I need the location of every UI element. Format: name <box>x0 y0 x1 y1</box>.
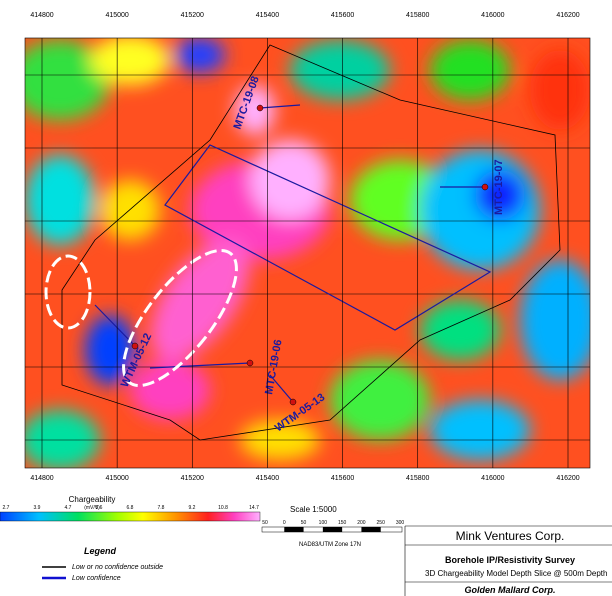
model-block <box>164 144 492 331</box>
legend-item: Low confidence <box>72 575 121 582</box>
scale-label: 300 <box>396 520 405 526</box>
colorbar-label: 2.7 <box>3 505 10 511</box>
chargeability-raster <box>25 38 590 468</box>
hole-label: MTC-19-07 <box>493 159 505 215</box>
scale-label: 100 <box>319 520 328 526</box>
x-tick-label: 415800 <box>406 12 429 19</box>
scale-segment <box>284 527 304 532</box>
x-tick-label: 415600 <box>331 475 354 482</box>
x-tick-label: 416000 <box>481 475 504 482</box>
scale-label: 50 <box>301 520 307 526</box>
x-tick-label: 416200 <box>556 12 579 19</box>
colorbar-label: 9.2 <box>189 505 196 511</box>
map-frame <box>24 37 591 469</box>
colorbar-title: Chargeability <box>69 495 116 504</box>
scale-segment <box>361 527 381 532</box>
x-tick-label: 416000 <box>481 12 504 19</box>
x-tick-label: 415000 <box>105 475 128 482</box>
scale-text: Scale 1:5000 <box>290 505 337 514</box>
projection: NAD83/UTM Zone 17N <box>299 542 361 548</box>
x-tick-label: 415200 <box>181 12 204 19</box>
scale-label: 200 <box>357 520 366 526</box>
colorbar-label: 10.8 <box>218 505 228 511</box>
company: Mink Ventures Corp. <box>456 529 565 543</box>
x-tick-label: 414800 <box>30 12 53 19</box>
scale-label: 150 <box>338 520 347 526</box>
scale-label: 0 <box>283 520 286 526</box>
x-tick-label: 415200 <box>181 475 204 482</box>
client: Golden Mallard Corp. <box>464 585 555 595</box>
colorbar-unit: (mV/V) <box>84 505 100 511</box>
x-tick-label: 414800 <box>30 475 53 482</box>
x-tick-label: 415000 <box>105 12 128 19</box>
scale-label: 50 <box>262 520 268 526</box>
hole-traces <box>94 104 485 403</box>
hole-collars <box>131 104 489 406</box>
subtitle: 3D Chargeability Model Depth Slice @ 500… <box>425 569 607 578</box>
grid <box>25 74 590 441</box>
colorbar-label: 6.8 <box>127 505 134 511</box>
scale-label: 250 <box>377 520 386 526</box>
colorbar-label: 14.7 <box>249 505 259 511</box>
colorbar-label: 7.8 <box>158 505 165 511</box>
x-tick-label: 415800 <box>406 475 429 482</box>
colorbar <box>0 511 261 522</box>
colorbar-label: 5.6 <box>96 505 103 511</box>
survey-title: Borehole IP/Resistivity Survey <box>445 555 575 565</box>
colorbar-label: 3.9 <box>34 505 41 511</box>
colorbar-label: 4.7 <box>65 505 72 511</box>
x-tick-label: 415400 <box>256 12 279 19</box>
legend-title: Legend <box>84 546 117 556</box>
legend-item: Low or no confidence outside <box>72 564 163 571</box>
target-zones <box>44 248 238 388</box>
x-tick-label: 415600 <box>331 12 354 19</box>
x-tick-label: 416200 <box>556 475 579 482</box>
survey-outline <box>61 44 561 441</box>
scale-segment <box>322 527 343 532</box>
x-tick-label: 415400 <box>256 475 279 482</box>
title-block-frame <box>404 525 612 596</box>
